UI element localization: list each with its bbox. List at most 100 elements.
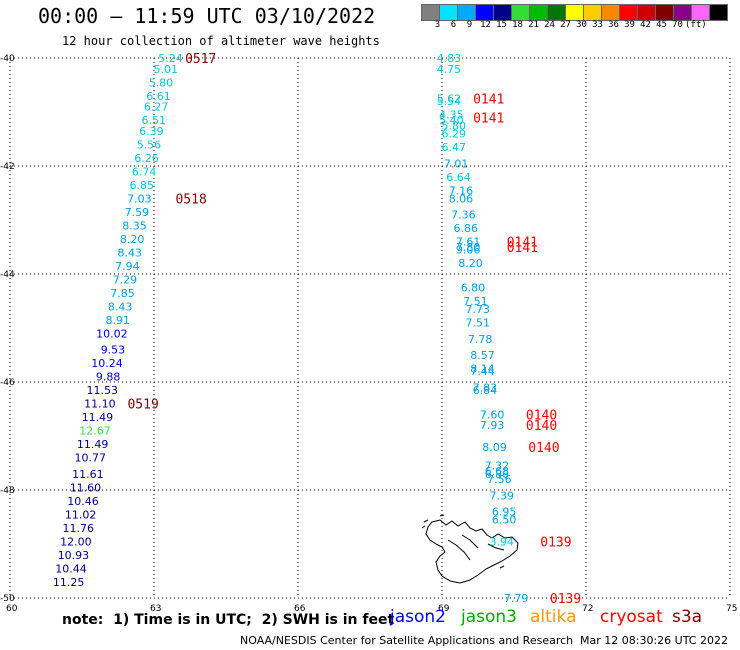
wave-height-value: 7.44 xyxy=(470,365,495,378)
wave-height-value: 6.95 xyxy=(492,506,517,519)
color-swatch xyxy=(619,4,638,21)
pass-time-label: 0141 xyxy=(507,236,538,251)
wave-height-value: 6.39 xyxy=(139,125,164,138)
color-swatch xyxy=(421,4,440,21)
wave-height-value: 7.79 xyxy=(504,592,529,605)
color-scale-label: 24 xyxy=(544,20,555,30)
wave-height-value: 7.78 xyxy=(468,333,493,346)
wave-height-value: 6.27 xyxy=(144,101,169,114)
wave-height-value: 6.47 xyxy=(442,141,467,154)
wave-height-value: 8.91 xyxy=(106,314,131,327)
wave-height-value: 7.39 xyxy=(490,489,515,502)
axis-tick-labels: 60 63 66 69 72 75 -40 -42 -44 -46 -48 -50 xyxy=(0,54,737,614)
wave-height-value: 6.51 xyxy=(142,114,167,127)
wave-height-value: 8.43 xyxy=(118,246,143,259)
wave-height-value: 6.86 xyxy=(485,468,510,481)
color-scale-label: 36 xyxy=(608,20,619,30)
wave-height-value: 8.14 xyxy=(470,363,495,376)
pass-time-label: 0519 xyxy=(127,398,158,413)
wave-height-value: 12.00 xyxy=(60,535,92,548)
satellite-legend-jason2: jason2 xyxy=(390,607,446,627)
color-swatch xyxy=(583,4,602,21)
wave-height-value: 11.76 xyxy=(63,522,95,535)
wave-height-value: 7.32 xyxy=(485,460,510,473)
color-scale-label: 9 xyxy=(466,20,473,30)
pass-time-label: 0140 xyxy=(526,408,557,423)
wave-height-value: 10.44 xyxy=(55,562,87,575)
wave-height-value: 4.83 xyxy=(437,52,462,65)
pass-time-label: 0141 xyxy=(473,111,504,126)
kerguelen-coastline xyxy=(421,514,519,584)
lat-tick-label: -46 xyxy=(0,378,15,388)
color-swatch xyxy=(439,4,458,21)
wave-height-value: 11.60 xyxy=(70,481,102,494)
wave-height-value: 11.49 xyxy=(77,438,109,451)
color-swatch xyxy=(709,4,728,21)
pass-time-label: 0141 xyxy=(507,241,538,256)
wave-height-value: 10.77 xyxy=(75,452,107,465)
pass-time-label: 0141 xyxy=(473,93,504,108)
color-swatch xyxy=(493,4,512,21)
wave-height-value: 6.68 xyxy=(485,465,510,478)
wave-height-value: 12.67 xyxy=(79,425,111,438)
wave-height-value: 7.59 xyxy=(125,206,150,219)
lat-tick-label: -50 xyxy=(0,594,15,604)
lon-tick-label: 63 xyxy=(150,604,161,614)
lon-tick-label: 60 xyxy=(6,604,18,614)
wave-height-value: 7.73 xyxy=(466,303,491,316)
wave-height-value: 6.80 xyxy=(461,282,486,295)
wave-height-value: 7.80 xyxy=(456,241,481,254)
wave-height-value: 7.29 xyxy=(113,273,138,286)
credit-text: NOAA/NESDIS Center for Satellite Applica… xyxy=(240,634,574,647)
wave-height-value: 4.35 xyxy=(439,109,464,122)
wave-height-value: 7.03 xyxy=(127,192,152,205)
color-scale-label: 27 xyxy=(560,20,571,30)
lat-tick-label: -48 xyxy=(0,486,15,496)
color-swatch xyxy=(637,4,656,21)
wave-height-value: 6.61 xyxy=(146,90,171,103)
color-swatch xyxy=(475,4,494,21)
color-scale-label: 70 xyxy=(672,20,683,30)
wave-height-value: 6.74 xyxy=(132,165,157,178)
wave-height-value: 7.56 xyxy=(487,473,512,486)
satellite-legend-s3a: s3a xyxy=(672,607,703,627)
lat-tick-label: -42 xyxy=(0,162,15,172)
page-subtitle: 12 hour collection of altimeter wave hei… xyxy=(62,34,380,48)
wave-height-value: 9.06 xyxy=(456,244,481,257)
color-swatch xyxy=(547,4,566,21)
lon-tick-label: 66 xyxy=(294,604,306,614)
wave-height-value: 3.94 xyxy=(490,535,515,548)
lon-tick-label: 69 xyxy=(438,604,450,614)
color-scale-label: 39 xyxy=(624,20,635,30)
wave-height-value: 8.57 xyxy=(470,349,495,362)
wave-height-value: 6.64 xyxy=(446,171,471,184)
lat-tick-label: -40 xyxy=(0,54,15,64)
wave-height-value: 10.46 xyxy=(67,495,99,508)
color-swatch xyxy=(673,4,692,21)
wave-height-value: 8.06 xyxy=(449,192,474,205)
pass-time-label: 0140 xyxy=(526,419,557,434)
map-grid xyxy=(9,57,731,599)
wave-height-value: 9.53 xyxy=(101,344,126,357)
color-swatch xyxy=(529,4,548,21)
wave-height-value: 6.29 xyxy=(442,128,467,141)
color-swatch xyxy=(457,4,476,21)
color-swatch xyxy=(565,4,584,21)
generated-time: Mar 12 08:30:26 UTC 2022 xyxy=(580,634,728,647)
color-scale-label: 21 xyxy=(528,20,539,30)
wave-height-value: 11.49 xyxy=(82,411,114,424)
wave-height-value: 5.01 xyxy=(154,63,179,76)
wave-height-value: 8.35 xyxy=(122,219,147,232)
wave-height-value: 8.09 xyxy=(482,441,507,454)
wave-height-value: 7.93 xyxy=(480,419,505,432)
wave-height-value: 7.85 xyxy=(110,287,135,300)
wave-height-value: 7.83 xyxy=(473,381,498,394)
wave-height-value: 5.62 xyxy=(437,93,462,106)
page-title: 00:00 – 11:59 UTC 03/10/2022 xyxy=(38,4,376,28)
wave-height-value: 7.61 xyxy=(456,236,481,249)
color-swatch xyxy=(691,4,710,21)
wave-height-value: 5.54 xyxy=(437,95,462,108)
wave-height-value: 8.43 xyxy=(108,300,133,313)
satellite-legend-altika: altika xyxy=(530,607,577,627)
